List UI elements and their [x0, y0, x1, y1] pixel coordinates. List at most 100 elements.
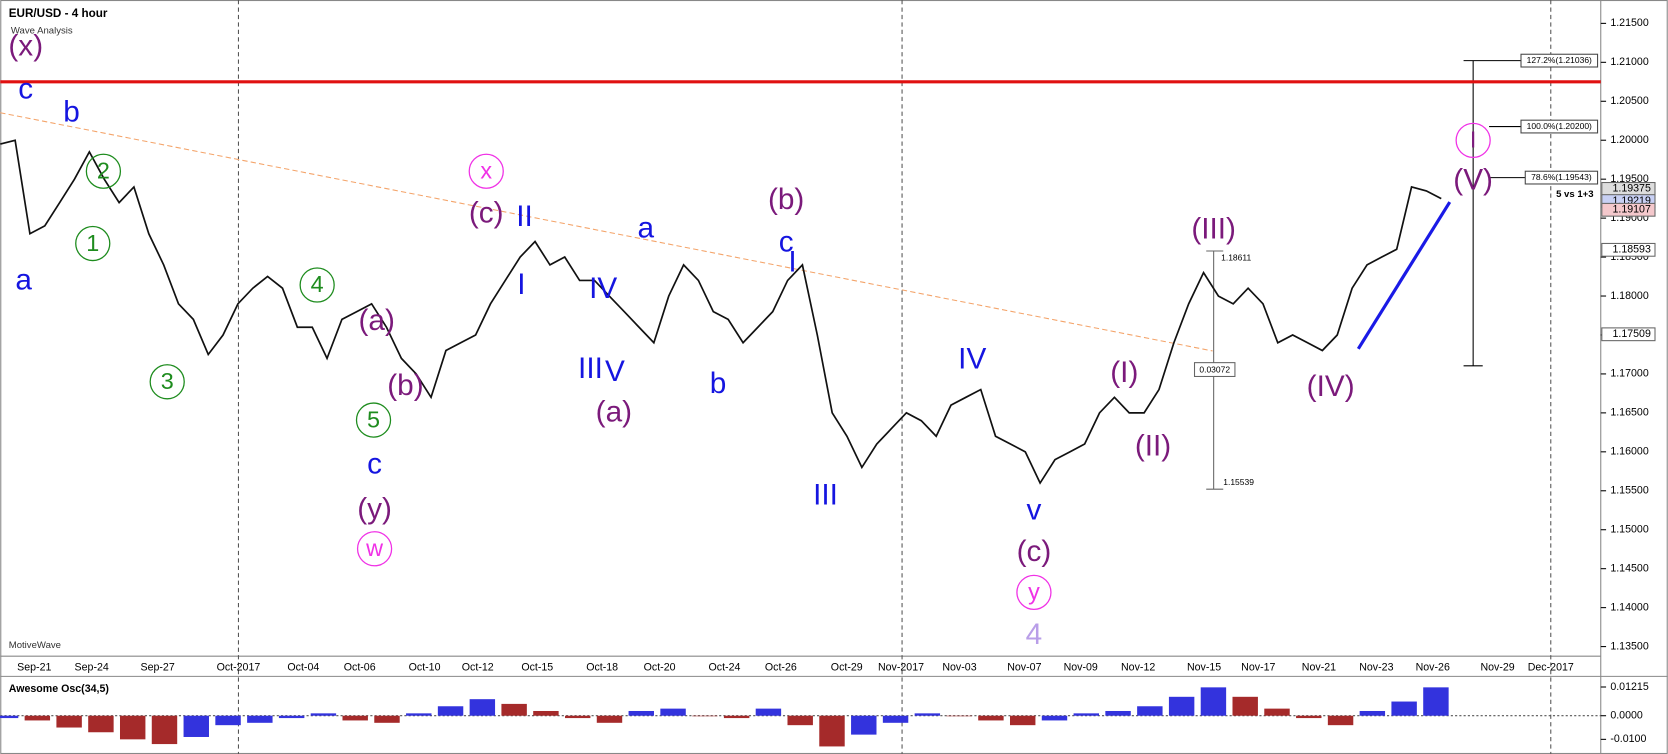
wave-label: (III) [1191, 213, 1236, 246]
measure-box [1193, 362, 1236, 377]
price-marker [1601, 202, 1656, 217]
y-tick-label: 1.14000 [1610, 601, 1648, 613]
wave-label: 3 [161, 368, 174, 394]
oscillator-bar [1105, 710, 1131, 716]
x-tick-label: Nov-17 [1241, 662, 1275, 674]
oscillator-bar [660, 708, 686, 716]
x-tick-label: Nov-12 [1121, 662, 1155, 674]
x-tick-label: Sep-21 [17, 662, 51, 674]
oscillator-bar [247, 715, 273, 723]
price-marker-label: 1.19375 [1612, 183, 1650, 195]
wave-label: (c) [1017, 535, 1052, 568]
wave-label: c [18, 72, 33, 105]
x-tick-label: Nov-29 [1480, 662, 1514, 674]
oscillator-bar [851, 715, 877, 735]
x-tick-label: Sep-24 [75, 662, 109, 674]
wave-circle [75, 225, 111, 262]
y-tick-label: 1.21500 [1610, 17, 1648, 29]
wave-label: IV [958, 342, 986, 375]
x-tick-label: Oct-2017 [217, 662, 261, 674]
oscillator-bar [0, 715, 19, 719]
oscillator-bar [723, 715, 750, 719]
wave-label: III [578, 352, 603, 385]
oscillator-bar [215, 715, 241, 726]
y-tick-label: 1.15500 [1610, 485, 1648, 497]
oscillator-bar [882, 715, 909, 723]
price-marker-label: 1.19107 [1612, 204, 1650, 216]
oscillator-bar [1423, 687, 1449, 716]
y-tick-label: 1.15000 [1610, 524, 1648, 536]
wave-circle [299, 267, 335, 303]
fib-extension: 127.2%(1.21036) 100.0%(1.20200) 78.6%(1.… [1463, 53, 1599, 367]
price-marker-label: 1.18593 [1612, 244, 1650, 256]
y-tick-label: 0.01215 [1610, 681, 1648, 693]
wave-label: b [710, 367, 727, 400]
wave-label: (V) [1453, 164, 1493, 197]
x-tick-label: Oct-15 [521, 662, 553, 674]
y-tick-label: 1.20500 [1610, 95, 1648, 107]
oscillator-bar [469, 699, 496, 716]
fib-label: 100.0%(1.20200) [1527, 121, 1592, 131]
wave-label: V [605, 355, 625, 388]
oscillator-bar [501, 703, 527, 716]
oscillator-bar [692, 715, 718, 717]
wave-label: b [63, 96, 80, 129]
y-tick-label: 1.21000 [1610, 56, 1648, 68]
oscillator-bar [56, 715, 82, 728]
oscillator-bar [596, 715, 623, 723]
wave-label: I [1470, 127, 1477, 153]
wave-label: 1 [86, 230, 99, 256]
oscillator-bar [1327, 715, 1354, 726]
oscillator-bar [278, 715, 305, 719]
oscillator-bar [1200, 687, 1227, 716]
oscillator-bar [978, 715, 1004, 721]
wave-circle [1016, 574, 1052, 611]
measure-label: 1.18611 [1221, 253, 1251, 263]
oscillator-bar [406, 713, 432, 716]
wave-circle [355, 402, 392, 438]
oscillator-bar [310, 713, 337, 716]
measure-label: 0.03072 [1199, 364, 1230, 374]
oscillator-bar [787, 715, 813, 726]
oscillator-bar [183, 715, 209, 737]
note: 5 vs 1+3 [1556, 189, 1594, 200]
wave-label: I [788, 246, 796, 279]
wave-label: a [637, 212, 654, 245]
oscillator-bar [374, 715, 400, 723]
fib-box [1520, 53, 1599, 68]
x-tick-label: Nov-2017 [878, 662, 924, 674]
oscillator-bar [914, 713, 941, 716]
x-tick-label: Nov-23 [1359, 662, 1393, 674]
trend-line [1356, 201, 1452, 350]
oscillator-bar [1041, 715, 1068, 721]
y-tick-label: 1.18500 [1610, 251, 1648, 263]
oscillator-bar [533, 710, 559, 716]
x-tick-label: Nov-26 [1416, 662, 1450, 674]
trend-line [0, 112, 1213, 352]
wave-label: x [480, 157, 492, 183]
chart-title: EUR/USD - 4 hour [9, 7, 108, 20]
wave-circle [1455, 122, 1491, 159]
wave-label: (y) [357, 492, 392, 525]
x-tick-label: Oct-24 [709, 662, 741, 674]
x-tick-label: Oct-04 [287, 662, 319, 674]
wave-label: (a) [596, 396, 632, 429]
oscillator-bar [342, 715, 368, 721]
fib-box [1520, 119, 1599, 134]
wave-label: w [365, 535, 383, 561]
price-line [0, 139, 1442, 485]
x-tick-label: Oct-10 [409, 662, 441, 674]
measure-tool: 0.03072 1.18611 1.15539 [1193, 250, 1254, 490]
oscillator-bar [1359, 710, 1386, 716]
oscillator-bar [24, 715, 51, 721]
fib-box [1524, 170, 1599, 185]
x-tick-label: Oct-12 [462, 662, 494, 674]
price-marker [1601, 327, 1656, 342]
oscillator-title: Awesome Osc(34,5) [9, 683, 110, 695]
x-tick-label: Nov-15 [1187, 662, 1221, 674]
x-tick-label: Nov-07 [1007, 662, 1041, 674]
y-tick-label: 1.16500 [1610, 407, 1648, 419]
